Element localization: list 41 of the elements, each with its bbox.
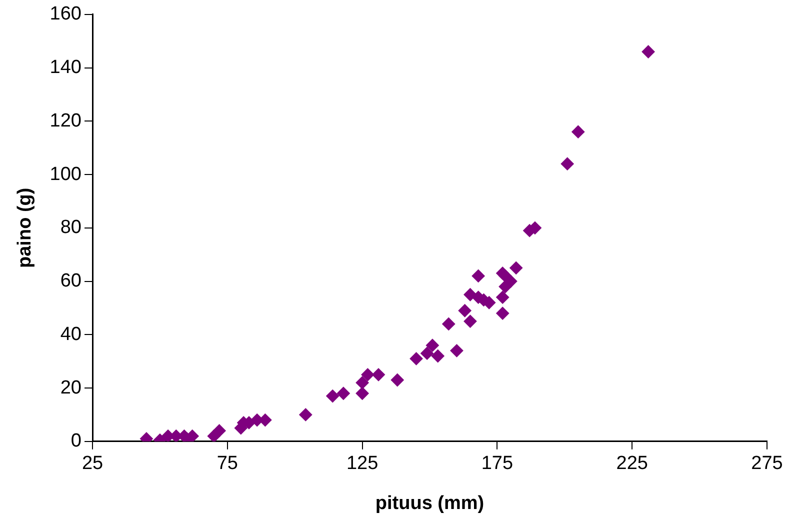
point	[450, 344, 464, 358]
point	[496, 306, 510, 320]
point	[560, 157, 574, 170]
point	[572, 125, 585, 138]
y-tick-label: 0	[70, 430, 82, 452]
x-tick-label: 25	[82, 453, 104, 474]
point	[299, 408, 312, 422]
point	[336, 386, 350, 400]
y-tick-label: 100	[50, 164, 82, 185]
point	[372, 368, 385, 382]
point	[458, 304, 472, 318]
x-tick-label: 125	[346, 453, 378, 474]
point	[410, 352, 423, 366]
point	[431, 350, 444, 362]
x-tick-label: 175	[481, 453, 514, 474]
point	[356, 376, 369, 390]
y-axis-title: paino (g)	[14, 188, 36, 268]
point	[442, 317, 456, 330]
y-tick-label: 120	[50, 110, 82, 132]
x-tick-label: 275	[751, 453, 783, 474]
point	[642, 45, 655, 58]
point	[390, 374, 404, 387]
point	[464, 314, 477, 328]
y-tick-label: 160	[50, 4, 82, 25]
point	[326, 390, 340, 403]
point	[420, 346, 434, 360]
y-tick-label: 60	[60, 270, 82, 292]
point	[361, 368, 374, 382]
point	[212, 424, 226, 438]
point	[472, 269, 485, 282]
y-tick-label: 140	[50, 57, 82, 78]
x-axis-title: pituus (mm)	[375, 492, 484, 514]
x-tick-label: 75	[216, 453, 238, 474]
point	[496, 290, 510, 304]
point	[426, 338, 439, 352]
point	[356, 386, 369, 400]
y-tick-label: 80	[60, 217, 82, 238]
y-tick-label: 40	[60, 324, 82, 345]
x-tick-label: 225	[616, 453, 648, 474]
y-tick-label: 20	[60, 377, 82, 398]
point	[510, 261, 523, 274]
